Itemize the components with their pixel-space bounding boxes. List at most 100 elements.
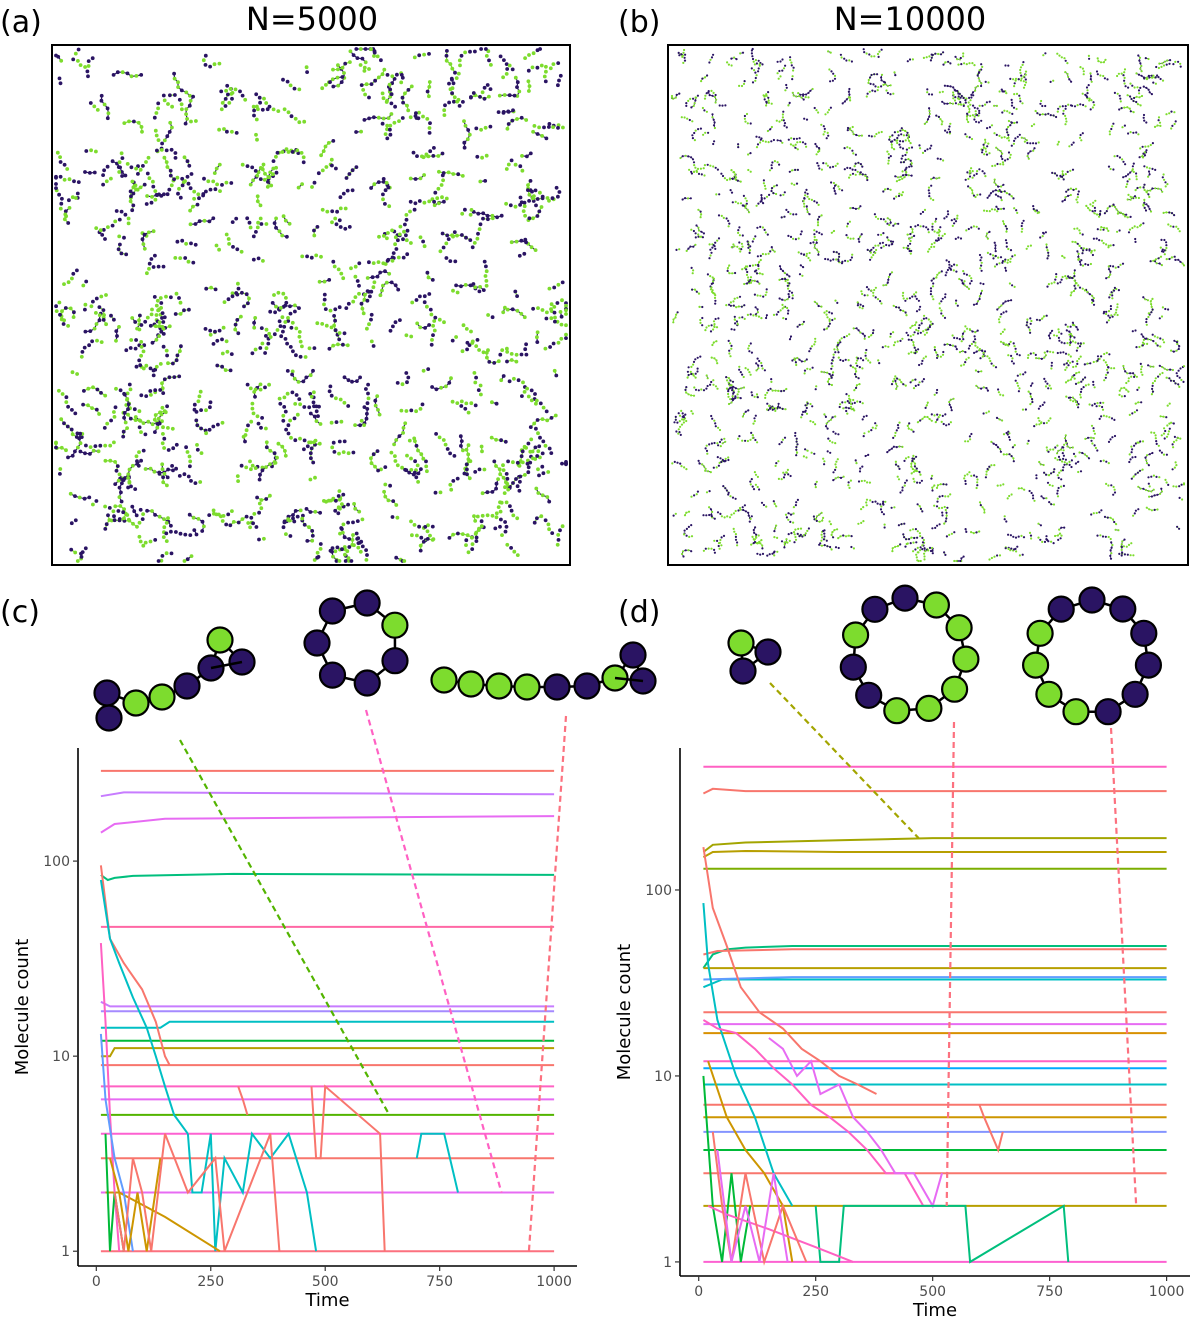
snapshot-particle xyxy=(678,414,682,417)
snapshot-particle xyxy=(388,132,393,137)
snapshot-particle xyxy=(369,456,373,461)
snapshot-particle xyxy=(485,213,490,218)
snapshot-particle xyxy=(727,402,731,406)
snapshot-particle xyxy=(1134,240,1137,243)
snapshot-particle xyxy=(490,400,494,405)
snapshot-particle xyxy=(157,514,162,519)
snapshot-particle xyxy=(969,99,972,102)
snapshot-particle xyxy=(900,133,903,136)
snapshot-particle xyxy=(745,273,749,276)
snapshot-particle xyxy=(930,144,933,147)
snapshot-particle xyxy=(286,110,291,115)
snapshot-particle xyxy=(882,500,885,503)
snapshot-particle xyxy=(1037,407,1040,410)
snapshot-particle xyxy=(861,307,864,310)
snapshot-particle xyxy=(1141,145,1144,148)
snapshot-particle xyxy=(985,101,989,104)
snapshot-particle xyxy=(1121,126,1124,129)
snapshot-particle xyxy=(1132,162,1135,165)
snapshot-particle xyxy=(1064,173,1067,176)
snapshot-particle xyxy=(533,248,538,253)
snapshot-particle xyxy=(304,65,309,70)
snapshot-particle xyxy=(971,189,974,192)
snapshot-particle xyxy=(363,60,368,65)
snapshot-particle xyxy=(465,347,469,352)
snapshot-chain xyxy=(995,194,1003,201)
snapshot-particle xyxy=(1059,448,1063,451)
snapshot-particle xyxy=(1139,86,1142,89)
snapshot-particle xyxy=(804,448,807,451)
snapshot-particle xyxy=(914,349,918,352)
snapshot-particle xyxy=(842,475,845,478)
snapshot-particle xyxy=(883,523,886,526)
snapshot-particle xyxy=(144,394,149,398)
snapshot-particle xyxy=(465,472,469,477)
snapshot-particle xyxy=(992,190,995,193)
snapshot-particle xyxy=(976,300,980,303)
snapshot-particle xyxy=(152,417,157,422)
snapshot-particle xyxy=(1049,448,1052,451)
snapshot-particle xyxy=(129,165,134,170)
snapshot-particle xyxy=(999,332,1003,335)
snapshot-particle xyxy=(54,53,58,58)
snapshot-particle xyxy=(1132,99,1135,103)
snapshot-particle xyxy=(807,96,810,99)
snapshot-particle xyxy=(529,388,534,393)
snapshot-particle xyxy=(818,147,821,150)
snapshot-particle xyxy=(1049,350,1052,353)
snapshot-chain xyxy=(278,443,287,456)
snapshot-particle xyxy=(940,270,943,273)
snapshot-chain xyxy=(491,437,506,443)
snapshot-particle xyxy=(1058,471,1061,474)
snapshot-particle xyxy=(865,95,868,98)
snapshot-particle xyxy=(1152,340,1155,343)
snapshot-particle xyxy=(860,134,864,137)
snapshot-particle xyxy=(162,525,167,530)
snapshot-chain xyxy=(410,174,425,180)
snapshot-particle xyxy=(1036,112,1039,115)
snapshot-particle xyxy=(529,437,534,442)
snapshot-particle xyxy=(986,196,989,199)
snapshot-particle xyxy=(1139,362,1142,365)
snapshot-particle xyxy=(515,553,520,557)
snapshot-particle xyxy=(1150,393,1153,396)
snapshot-particle xyxy=(489,63,493,67)
snapshot-particle xyxy=(335,545,340,550)
snapshot-particle xyxy=(463,207,467,212)
snapshot-particle xyxy=(1012,142,1016,145)
snapshot-particle xyxy=(916,224,920,227)
snapshot-particle xyxy=(127,467,132,472)
snapshot-particle xyxy=(337,337,342,342)
snapshot-particle xyxy=(353,506,358,511)
snapshot-particle xyxy=(347,537,352,541)
snapshot-particle xyxy=(247,220,252,225)
snapshot-particle xyxy=(761,552,765,556)
snapshot-particle xyxy=(963,477,966,480)
snapshot-particle xyxy=(781,307,784,310)
snapshot-particle xyxy=(851,125,854,129)
snapshot-particle xyxy=(905,331,908,334)
snapshot-particle xyxy=(1108,416,1111,419)
snapshot-particle xyxy=(116,165,121,170)
snapshot-particle xyxy=(474,126,479,131)
snapshot-particle xyxy=(978,530,981,533)
snapshot-particle xyxy=(1029,534,1033,537)
snapshot-particle xyxy=(884,345,887,348)
snapshot-particle xyxy=(813,235,816,239)
snapshot-particle xyxy=(691,137,695,140)
snapshot-particle xyxy=(722,216,725,219)
snapshot-particle xyxy=(976,74,979,77)
snapshot-particle xyxy=(300,516,305,521)
snapshot-particle xyxy=(943,316,947,319)
snapshot-particle xyxy=(854,459,857,462)
snapshot-particle xyxy=(134,166,139,171)
snapshot-particle xyxy=(504,72,509,76)
snapshot-particle xyxy=(995,133,998,136)
snapshot-particle xyxy=(1041,317,1044,320)
snapshot-particle xyxy=(1080,247,1083,250)
snapshot-particle xyxy=(1076,227,1079,230)
snapshot-particle xyxy=(736,179,740,182)
snapshot-particle xyxy=(1029,244,1032,247)
snapshot-chain xyxy=(814,301,822,307)
snapshot-particle xyxy=(1166,183,1169,186)
